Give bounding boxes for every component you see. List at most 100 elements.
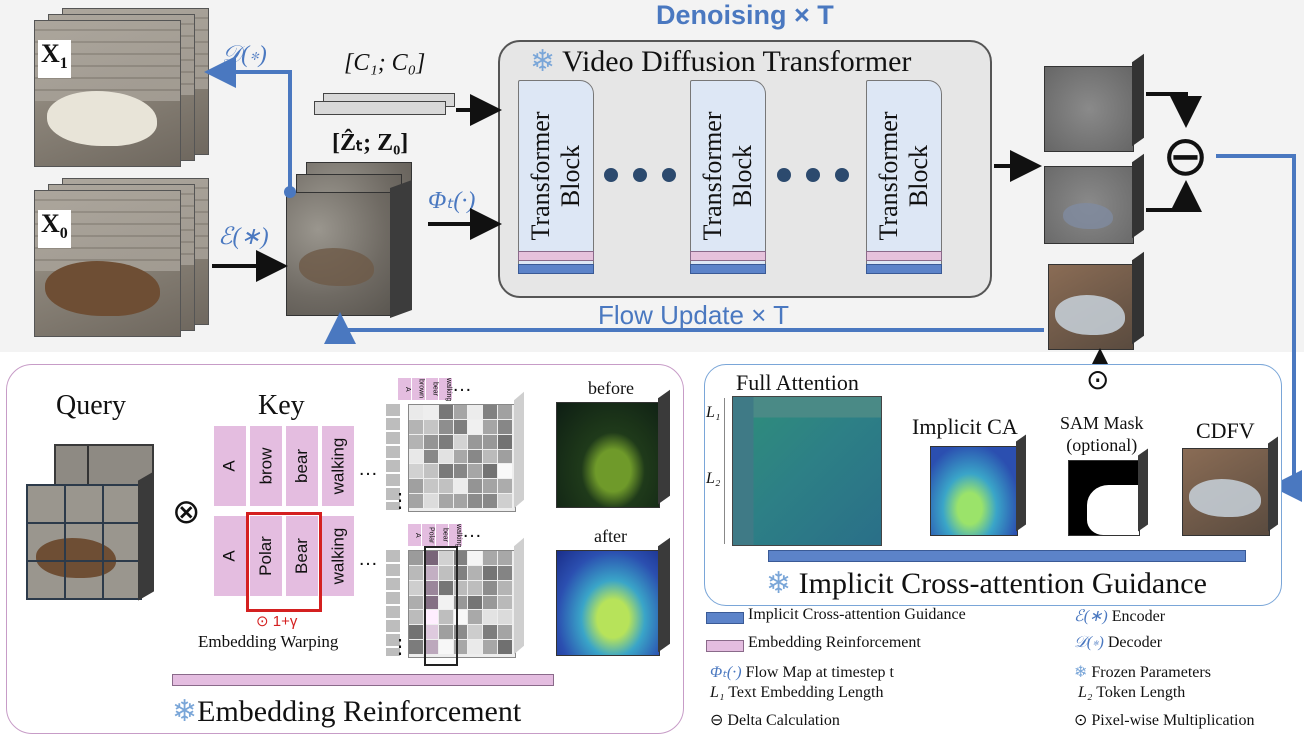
attention-cell (438, 464, 453, 479)
mini-token-row-2: A Polar bear walking (408, 524, 462, 547)
attention-cell (483, 479, 498, 494)
attention-cell (498, 580, 512, 595)
attention-cell (423, 494, 438, 508)
legend-decoder: 𝒟(∗) Decoder (1074, 634, 1163, 651)
x1-label: X1 (38, 40, 71, 79)
attention-matrix-after (408, 550, 516, 658)
after-heatmap (556, 550, 660, 656)
attention-cell (453, 479, 468, 494)
key-token: walking (322, 426, 354, 506)
attention-cell (498, 494, 512, 508)
attention-cell (438, 449, 453, 464)
l2-label: L₂ (706, 470, 721, 487)
attention-cell (423, 640, 438, 654)
ellipsis-dot (806, 168, 820, 182)
attention-cell (409, 580, 423, 595)
latent-label: [Ẑₜ; Z₀] (332, 130, 409, 156)
attention-cell (423, 449, 438, 464)
matmul-icon: ⊗ (172, 494, 201, 531)
key-token: A (214, 426, 246, 506)
attention-cell (468, 464, 483, 479)
legend-delta: ⊖ Delta Calculation (710, 712, 840, 729)
attention-cell (409, 595, 423, 610)
attention-cell (423, 419, 438, 434)
ellipsis-dot (835, 168, 849, 182)
brown-bear-image (45, 261, 160, 316)
attention-cell (483, 551, 498, 565)
legend-pixelwise: ⊙ Pixel-wise Multiplication (1074, 712, 1255, 729)
attention-cell (409, 449, 423, 464)
attention-cell (453, 464, 468, 479)
attention-cell (438, 610, 453, 625)
legend-er-text: Embedding Reinforcement (748, 634, 921, 651)
ellipsis-dot (633, 168, 647, 182)
transformer-block-3: Transformer Block (866, 80, 942, 272)
attention-cell (468, 449, 483, 464)
denoising-label: Denoising × T (656, 0, 834, 30)
warped-token-highlight (246, 512, 322, 612)
attention-cell (438, 640, 453, 654)
before-label: before (588, 378, 634, 398)
condition-label: [C₁; C₀] (344, 50, 426, 76)
attention-cell (483, 580, 498, 595)
encoder-label: ℰ(∗) (218, 224, 269, 250)
attention-cell (409, 479, 423, 494)
attention-cell (409, 494, 423, 508)
attention-cell (468, 494, 483, 508)
key-token-warped: Bear (286, 516, 318, 596)
attention-cell (468, 479, 483, 494)
warp-label: Embedding Warping (198, 632, 339, 651)
key-token: A (214, 516, 246, 596)
attention-cell (498, 405, 512, 419)
attention-cell (483, 610, 498, 625)
attention-cell (498, 565, 512, 580)
cdfv-label: CDFV (1196, 418, 1255, 443)
attention-cell (498, 640, 512, 654)
attention-cell (468, 434, 483, 449)
attention-matrix-before (408, 404, 516, 512)
attention-cell (498, 449, 512, 464)
attention-cell (438, 419, 453, 434)
attention-cell (483, 405, 498, 419)
legend-icg-text: Implicit Cross-attention Guidance (748, 606, 966, 623)
attention-cell (498, 551, 512, 565)
attention-cell (468, 640, 483, 654)
attention-cell (468, 595, 483, 610)
legend-encoder: ℰ(∗) Encoder (1074, 608, 1166, 625)
attention-cell (483, 419, 498, 434)
attention-cell (409, 434, 423, 449)
attention-cell (438, 551, 453, 565)
attention-cell (483, 464, 498, 479)
query-label: Query (56, 390, 126, 421)
key-token-warped: Polar (250, 516, 282, 596)
attention-cell (453, 419, 468, 434)
attention-cell (498, 464, 512, 479)
attention-cell (453, 434, 468, 449)
attention-cell (438, 595, 453, 610)
attention-cell (453, 449, 468, 464)
pixel-multiply-icon: ⊙ (1086, 364, 1110, 395)
ellipsis-dot (662, 168, 676, 182)
attention-cell (438, 434, 453, 449)
vdt-title: ❄ Video Diffusion Transformer (530, 45, 912, 78)
after-label: after (594, 526, 627, 546)
attention-cell (483, 640, 498, 654)
attention-cell (423, 464, 438, 479)
attention-cell (423, 580, 438, 595)
attention-cell (409, 419, 423, 434)
cdfv-output-frame (1048, 264, 1134, 350)
full-attention-map (732, 396, 882, 546)
attention-cell (438, 494, 453, 508)
attention-cell (438, 565, 453, 580)
legend-flow: Φₜ(·) Flow Map at timestep t (710, 664, 894, 681)
implicit-ca-label: Implicit CA (912, 414, 1018, 439)
attention-cell (409, 640, 423, 654)
implicit-ca-map (930, 446, 1018, 536)
attention-cell (498, 610, 512, 625)
attention-cell (483, 595, 498, 610)
attention-cell (483, 434, 498, 449)
attention-cell (453, 494, 468, 508)
attention-cell (483, 625, 498, 640)
attention-cell (423, 625, 438, 640)
attention-cell (438, 625, 453, 640)
